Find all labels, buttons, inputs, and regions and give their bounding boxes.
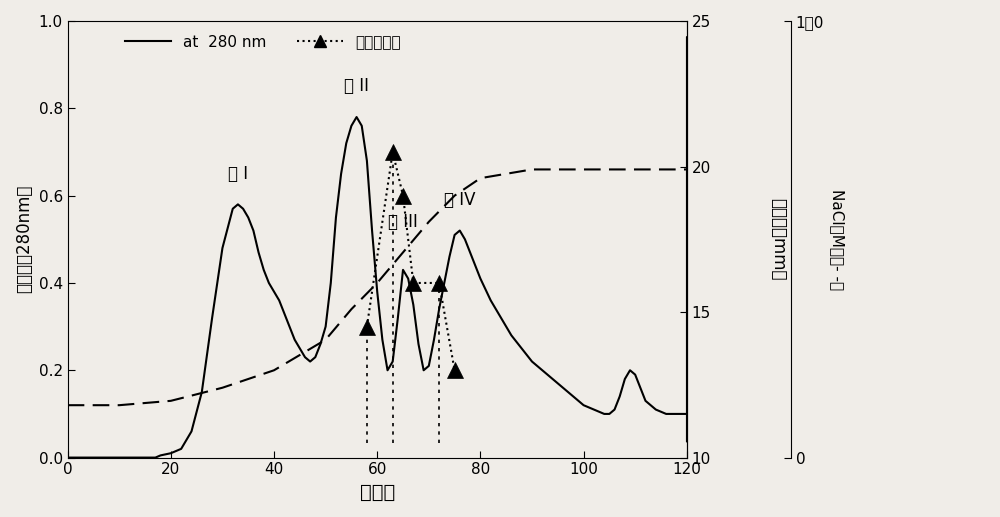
Text: 峰 I: 峰 I (228, 164, 248, 183)
Y-axis label: NaCl（M）（- -）: NaCl（M）（- -） (830, 189, 845, 290)
Y-axis label: 抑菌圈（mm）: 抑菌圈（mm） (769, 198, 787, 281)
Text: 峰 IV: 峰 IV (444, 191, 476, 209)
Y-axis label: 吸光度（280nm）: 吸光度（280nm） (15, 185, 33, 294)
X-axis label: 收集管: 收集管 (360, 483, 395, 502)
Text: 峰 III: 峰 III (388, 212, 418, 231)
Legend: at  280 nm, 抑菌圈直径: at 280 nm, 抑菌圈直径 (119, 28, 407, 56)
Text: 峰 II: 峰 II (344, 77, 369, 95)
